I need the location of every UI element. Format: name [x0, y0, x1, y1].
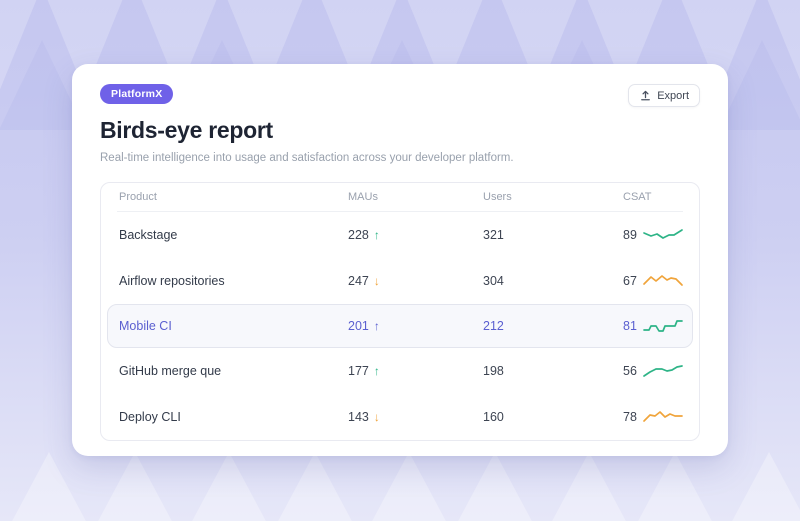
csat-sparkline	[643, 229, 683, 239]
users-value: 198	[483, 364, 504, 378]
csat-value: 78	[623, 410, 637, 424]
column-header-product: Product	[119, 191, 157, 203]
maus-value: 247	[348, 274, 369, 288]
maus-cell: 177 ↑	[346, 364, 481, 378]
metrics-table: Product MAUs Users CSAT Backstage 228 ↑ …	[100, 182, 700, 441]
maus-value: 177	[348, 364, 369, 378]
platform-badge: PlatformX	[100, 84, 174, 104]
report-card: PlatformX Export Birds-eye report Real-t…	[72, 64, 728, 456]
column-header-csat: CSAT	[623, 191, 652, 203]
maus-cell: 228 ↑	[346, 228, 481, 242]
csat-sparkline	[643, 320, 683, 332]
csat-sparkline	[643, 365, 683, 377]
product-name: GitHub merge que	[119, 364, 222, 378]
product-name: Mobile CI	[119, 319, 172, 333]
table-body: Backstage 228 ↑ 321 89 Airflow repositor…	[101, 212, 699, 440]
table-row[interactable]: Airflow repositories 247 ↓ 304 67	[101, 258, 699, 304]
table-row[interactable]: Deploy CLI 143 ↓ 160 78	[101, 394, 699, 440]
trend-arrow-icon: ↓	[373, 410, 380, 424]
csat-value: 56	[623, 364, 637, 378]
page-subtitle: Real-time intelligence into usage and sa…	[100, 152, 514, 164]
maus-value: 201	[348, 319, 369, 333]
column-header-users: Users	[483, 191, 512, 203]
users-value: 304	[483, 274, 504, 288]
trend-arrow-icon: ↓	[373, 274, 380, 288]
table-row[interactable]: Mobile CI 201 ↑ 212 81	[107, 304, 693, 348]
column-header-maus: MAUs	[348, 191, 378, 203]
csat-sparkline	[643, 275, 683, 286]
trend-arrow-icon: ↑	[373, 319, 380, 333]
maus-cell: 201 ↑	[346, 319, 481, 333]
csat-cell: 89	[621, 227, 683, 243]
csat-value: 81	[623, 319, 637, 333]
product-name: Airflow repositories	[119, 274, 225, 288]
trend-arrow-icon: ↑	[373, 228, 380, 242]
export-icon	[641, 90, 651, 101]
maus-value: 143	[348, 410, 369, 424]
product-name: Deploy CLI	[119, 410, 181, 424]
users-value: 321	[483, 228, 504, 242]
trend-arrow-icon: ↑	[373, 364, 380, 378]
csat-cell: 81	[621, 318, 683, 334]
csat-value: 67	[623, 274, 637, 288]
maus-cell: 247 ↓	[346, 274, 481, 288]
page-title: Birds-eye report	[100, 117, 273, 143]
csat-cell: 56	[621, 363, 683, 379]
table-row[interactable]: Backstage 228 ↑ 321 89	[101, 212, 699, 258]
table-row[interactable]: GitHub merge que 177 ↑ 198 56	[101, 348, 699, 394]
export-button[interactable]: Export	[628, 84, 700, 107]
csat-value: 89	[623, 228, 637, 242]
csat-cell: 67	[621, 273, 683, 289]
card-header: PlatformX Export	[100, 84, 700, 107]
maus-value: 228	[348, 228, 369, 242]
csat-sparkline	[643, 411, 683, 422]
product-name: Backstage	[119, 228, 178, 242]
users-value: 212	[483, 319, 504, 333]
users-value: 160	[483, 410, 504, 424]
maus-cell: 143 ↓	[346, 410, 481, 424]
csat-cell: 78	[621, 409, 683, 425]
table-header-row: Product MAUs Users CSAT	[117, 183, 683, 212]
export-button-label: Export	[657, 89, 689, 102]
